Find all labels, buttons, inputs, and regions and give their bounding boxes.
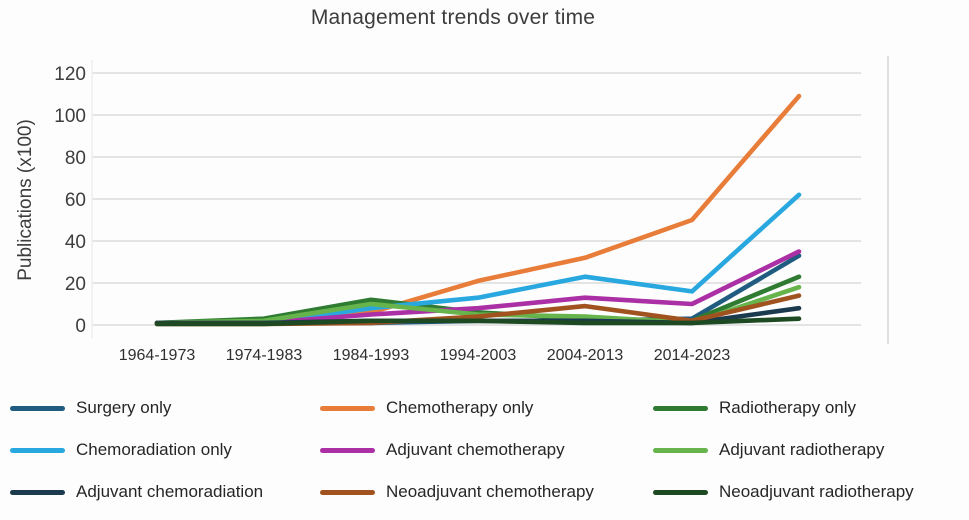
x-tick-label: 1964-1973 (119, 347, 196, 364)
y-tick-label: 120 (54, 64, 86, 85)
y-tick-label: 20 (65, 274, 86, 295)
legend-label: Adjuvant chemoradiation (76, 482, 264, 501)
legend-item-adjuvant-chemotherapy: Adjuvant chemotherapy (320, 433, 565, 467)
y-tick-label: 100 (54, 106, 86, 127)
legend-label: Neoadjuvant chemotherapy (386, 482, 594, 501)
y-tick-label: 60 (65, 190, 86, 211)
line-chart-plot-area: 0 20 40 60 80 100 120 1964-1973 1974-1983 1984-19… (54, 56, 889, 364)
legend-label: Chemotherapy only (386, 398, 534, 417)
legend-swatch-neoadjuvant-radiotherapy (653, 489, 708, 495)
legend-label: Radiotherapy only (719, 398, 857, 417)
chart-title: Management trends over time (310, 6, 596, 29)
legend-swatch-adjuvant-chemotherapy (320, 447, 375, 453)
legend-label: Surgery only (76, 398, 172, 417)
legend-label: Chemoradiation only (76, 440, 232, 459)
legend-swatch-surgery-only (10, 405, 65, 411)
legend-swatch-adjuvant-chemoradiation (10, 489, 65, 495)
y-tick-label: 0 (75, 316, 86, 337)
legend-item-chemoradiation-only: Chemoradiation only (10, 433, 232, 467)
legend-item-adjuvant-radiotherapy: Adjuvant radiotherapy (653, 433, 884, 467)
x-tick-label: 1984-1993 (333, 347, 410, 364)
legend-label: Neoadjuvant radiotherapy (719, 482, 914, 501)
legend-label: Adjuvant radiotherapy (719, 440, 885, 459)
legend-swatch-adjuvant-radiotherapy (653, 447, 708, 453)
x-tick-label: 2014-2023 (654, 347, 731, 364)
legend-swatch-neoadjuvant-chemotherapy (320, 489, 375, 495)
series-line-neoadjuvant-radiotherapy (154, 316, 802, 327)
legend-item-neoadjuvant-chemotherapy: Neoadjuvant chemotherapy (320, 475, 594, 509)
legend-swatch-radiotherapy-only (653, 405, 708, 411)
x-tick-label: 1994-2003 (440, 347, 517, 364)
legend-item-adjuvant-chemoradiation: Adjuvant chemoradiation (10, 475, 263, 509)
x-tick-label: 1974-1983 (226, 347, 303, 364)
legend-swatch-chemoradiation-only (10, 447, 65, 453)
y-tick-label: 80 (65, 148, 86, 169)
x-tick-label: 2004-2013 (547, 347, 624, 364)
y-tick-label: 40 (65, 232, 86, 253)
legend-item-radiotherapy-only: Radiotherapy only (653, 391, 856, 425)
legend-label: Adjuvant chemotherapy (386, 440, 565, 459)
legend-item-surgery-only: Surgery only (10, 391, 171, 425)
legend-swatch-chemotherapy-only (320, 405, 375, 411)
legend-item-neoadjuvant-radiotherapy: Neoadjuvant radiotherapy (653, 475, 914, 509)
legend-item-chemotherapy-only: Chemotherapy only (320, 391, 533, 425)
